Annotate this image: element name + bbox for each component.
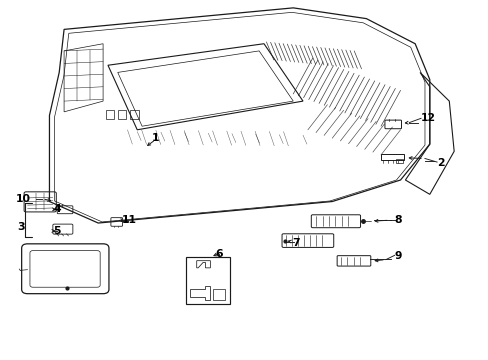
Bar	[105, 110, 114, 119]
Text: 8: 8	[394, 215, 401, 225]
Bar	[130, 110, 139, 119]
Text: 12: 12	[420, 113, 435, 123]
Text: 6: 6	[215, 248, 223, 258]
Text: 10: 10	[15, 194, 30, 204]
Bar	[118, 110, 126, 119]
Text: 9: 9	[394, 251, 401, 261]
Text: 2: 2	[436, 158, 444, 168]
Text: 1: 1	[152, 133, 159, 143]
Bar	[212, 289, 224, 300]
Text: 11: 11	[122, 215, 136, 225]
Text: 3: 3	[18, 222, 25, 232]
Text: 4: 4	[53, 204, 61, 215]
Bar	[380, 154, 404, 160]
Text: 7: 7	[292, 238, 299, 248]
Bar	[395, 159, 402, 163]
Bar	[185, 257, 229, 304]
Text: 5: 5	[53, 226, 61, 236]
